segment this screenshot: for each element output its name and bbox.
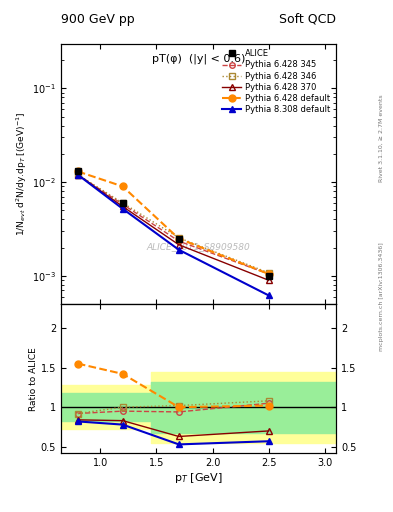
Text: Rivet 3.1.10, ≥ 2.7M events: Rivet 3.1.10, ≥ 2.7M events: [379, 94, 384, 182]
Y-axis label: 1/N$_{evt}$ d$^2$N/dy.dp$_T$ [(GeV)$^{-1}$]: 1/N$_{evt}$ d$^2$N/dy.dp$_T$ [(GeV)$^{-1…: [15, 112, 29, 236]
Text: mcplots.cern.ch [arXiv:1306.3436]: mcplots.cern.ch [arXiv:1306.3436]: [379, 243, 384, 351]
Legend: ALICE, Pythia 6.428 345, Pythia 6.428 346, Pythia 6.428 370, Pythia 6.428 defaul: ALICE, Pythia 6.428 345, Pythia 6.428 34…: [221, 48, 332, 115]
Text: Soft QCD: Soft QCD: [279, 13, 336, 26]
X-axis label: p$_T$ [GeV]: p$_T$ [GeV]: [174, 471, 223, 485]
Text: ALICE_2011_S8909580: ALICE_2011_S8909580: [147, 242, 250, 251]
Y-axis label: Ratio to ALICE: Ratio to ALICE: [29, 347, 38, 411]
Text: pT(φ)  (|y| < 0.6): pT(φ) (|y| < 0.6): [152, 54, 245, 65]
Text: 900 GeV pp: 900 GeV pp: [61, 13, 134, 26]
